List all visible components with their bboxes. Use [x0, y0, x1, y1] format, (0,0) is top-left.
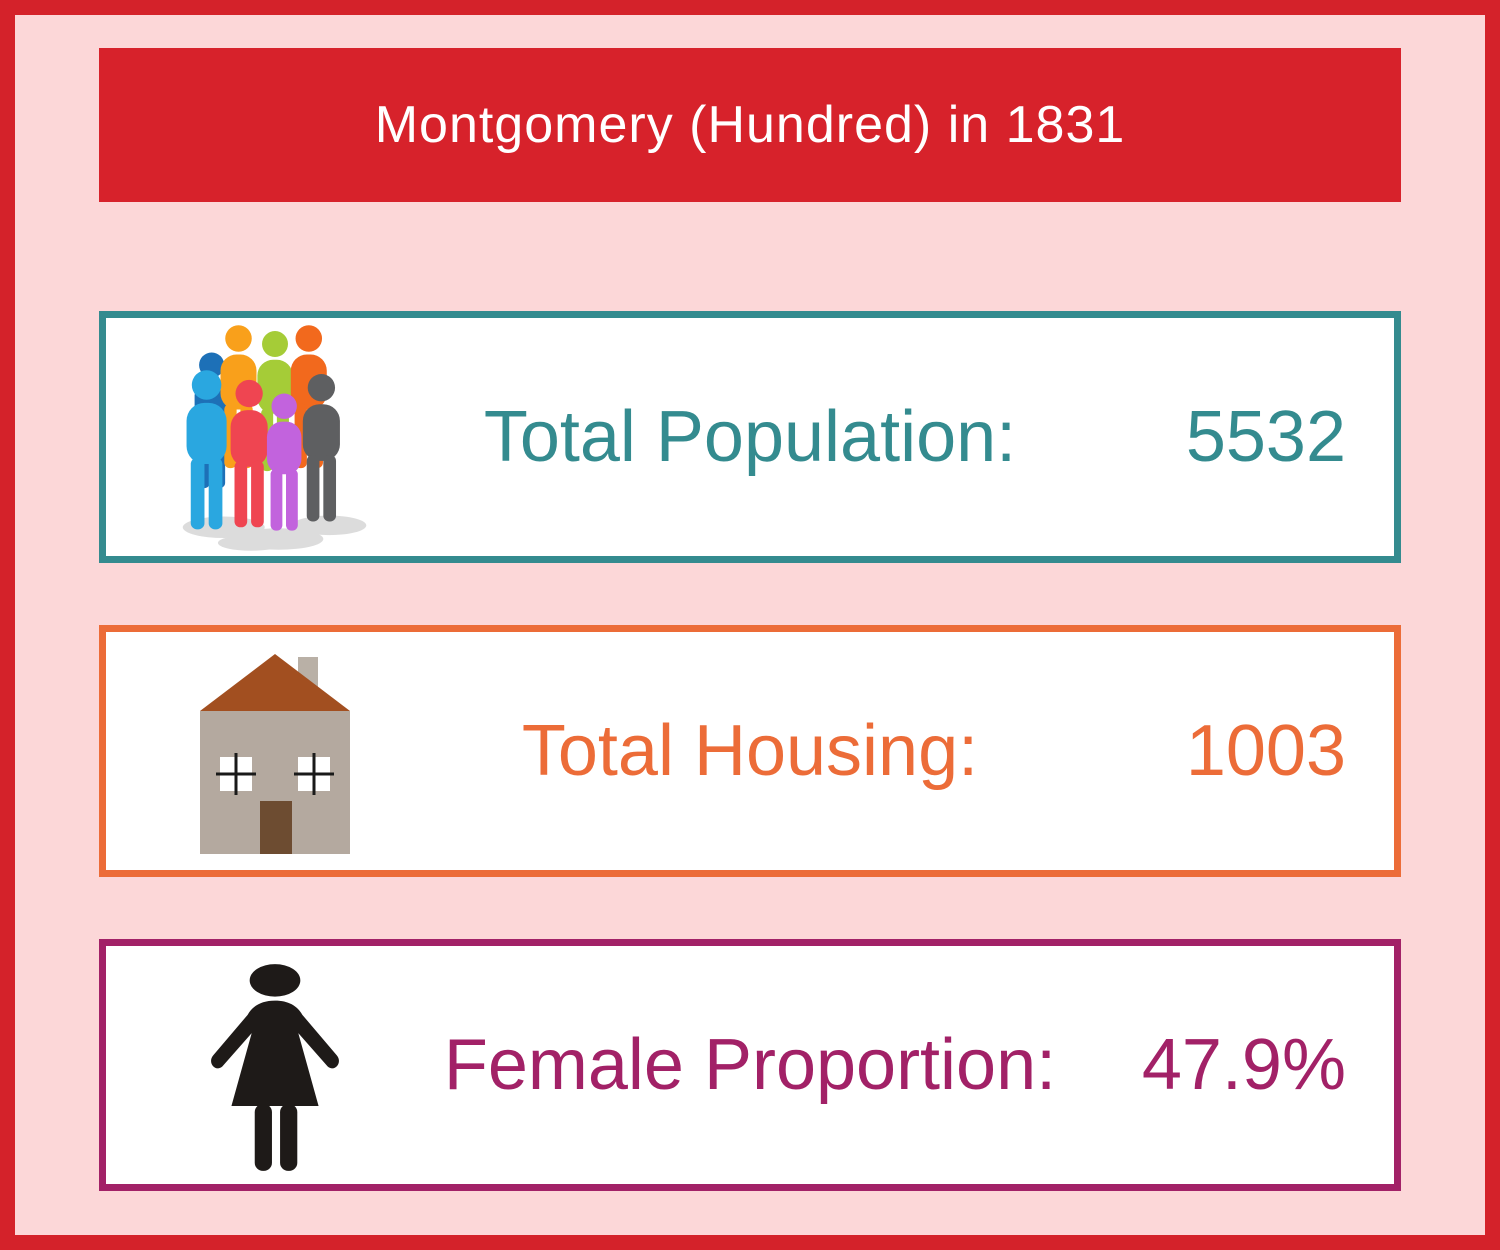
stat-card-total-population: Total Population: 5532 [99, 311, 1401, 563]
stat-value: 5532 [1185, 397, 1346, 477]
stat-label: Total Housing: [521, 711, 979, 791]
stat-label: Female Proportion: [443, 1025, 1057, 1105]
page-title: Montgomery (Hundred) in 1831 [374, 96, 1126, 154]
stat-card-female-proportion: Female Proportion: 47.9% [99, 939, 1401, 1191]
stat-card-total-housing: Total Housing: 1003 [99, 625, 1401, 877]
people-group-icon [106, 321, 416, 553]
female-icon [106, 956, 416, 1174]
house-icon [106, 649, 416, 854]
stat-value: 1003 [1185, 711, 1346, 791]
header-banner: Montgomery (Hundred) in 1831 [99, 48, 1401, 202]
stat-value: 47.9% [1141, 1025, 1346, 1105]
stat-label: Total Population: [483, 397, 1017, 477]
infographic-background: Montgomery (Hundred) in 1831 [15, 15, 1485, 1235]
